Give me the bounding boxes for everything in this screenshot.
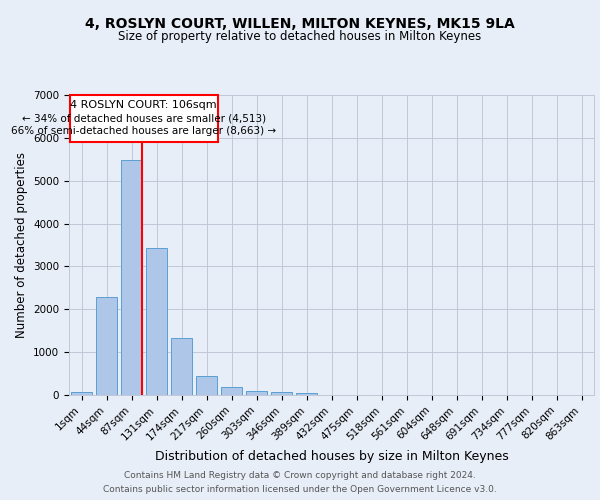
Bar: [296, 393, 317, 395]
X-axis label: Distribution of detached houses by size in Milton Keynes: Distribution of detached houses by size …: [155, 450, 508, 463]
Bar: [70, 95, 218, 142]
Text: Size of property relative to detached houses in Milton Keynes: Size of property relative to detached ho…: [118, 30, 482, 43]
Bar: [171, 338, 192, 395]
Bar: [71, 392, 92, 395]
Bar: [196, 376, 217, 395]
Bar: [221, 387, 242, 395]
Bar: [146, 248, 167, 395]
Bar: [246, 391, 267, 395]
Text: Contains public sector information licensed under the Open Government Licence v3: Contains public sector information licen…: [103, 484, 497, 494]
Bar: [121, 160, 142, 395]
Text: 4, ROSLYN COURT, WILLEN, MILTON KEYNES, MK15 9LA: 4, ROSLYN COURT, WILLEN, MILTON KEYNES, …: [85, 18, 515, 32]
Text: Contains HM Land Registry data © Crown copyright and database right 2024.: Contains HM Land Registry data © Crown c…: [124, 472, 476, 480]
Text: ← 34% of detached houses are smaller (4,513): ← 34% of detached houses are smaller (4,…: [22, 114, 266, 124]
Text: 66% of semi-detached houses are larger (8,663) →: 66% of semi-detached houses are larger (…: [11, 126, 276, 136]
Y-axis label: Number of detached properties: Number of detached properties: [14, 152, 28, 338]
Bar: [96, 298, 117, 395]
Text: 4 ROSLYN COURT: 106sqm: 4 ROSLYN COURT: 106sqm: [70, 100, 217, 110]
Bar: [271, 392, 292, 395]
